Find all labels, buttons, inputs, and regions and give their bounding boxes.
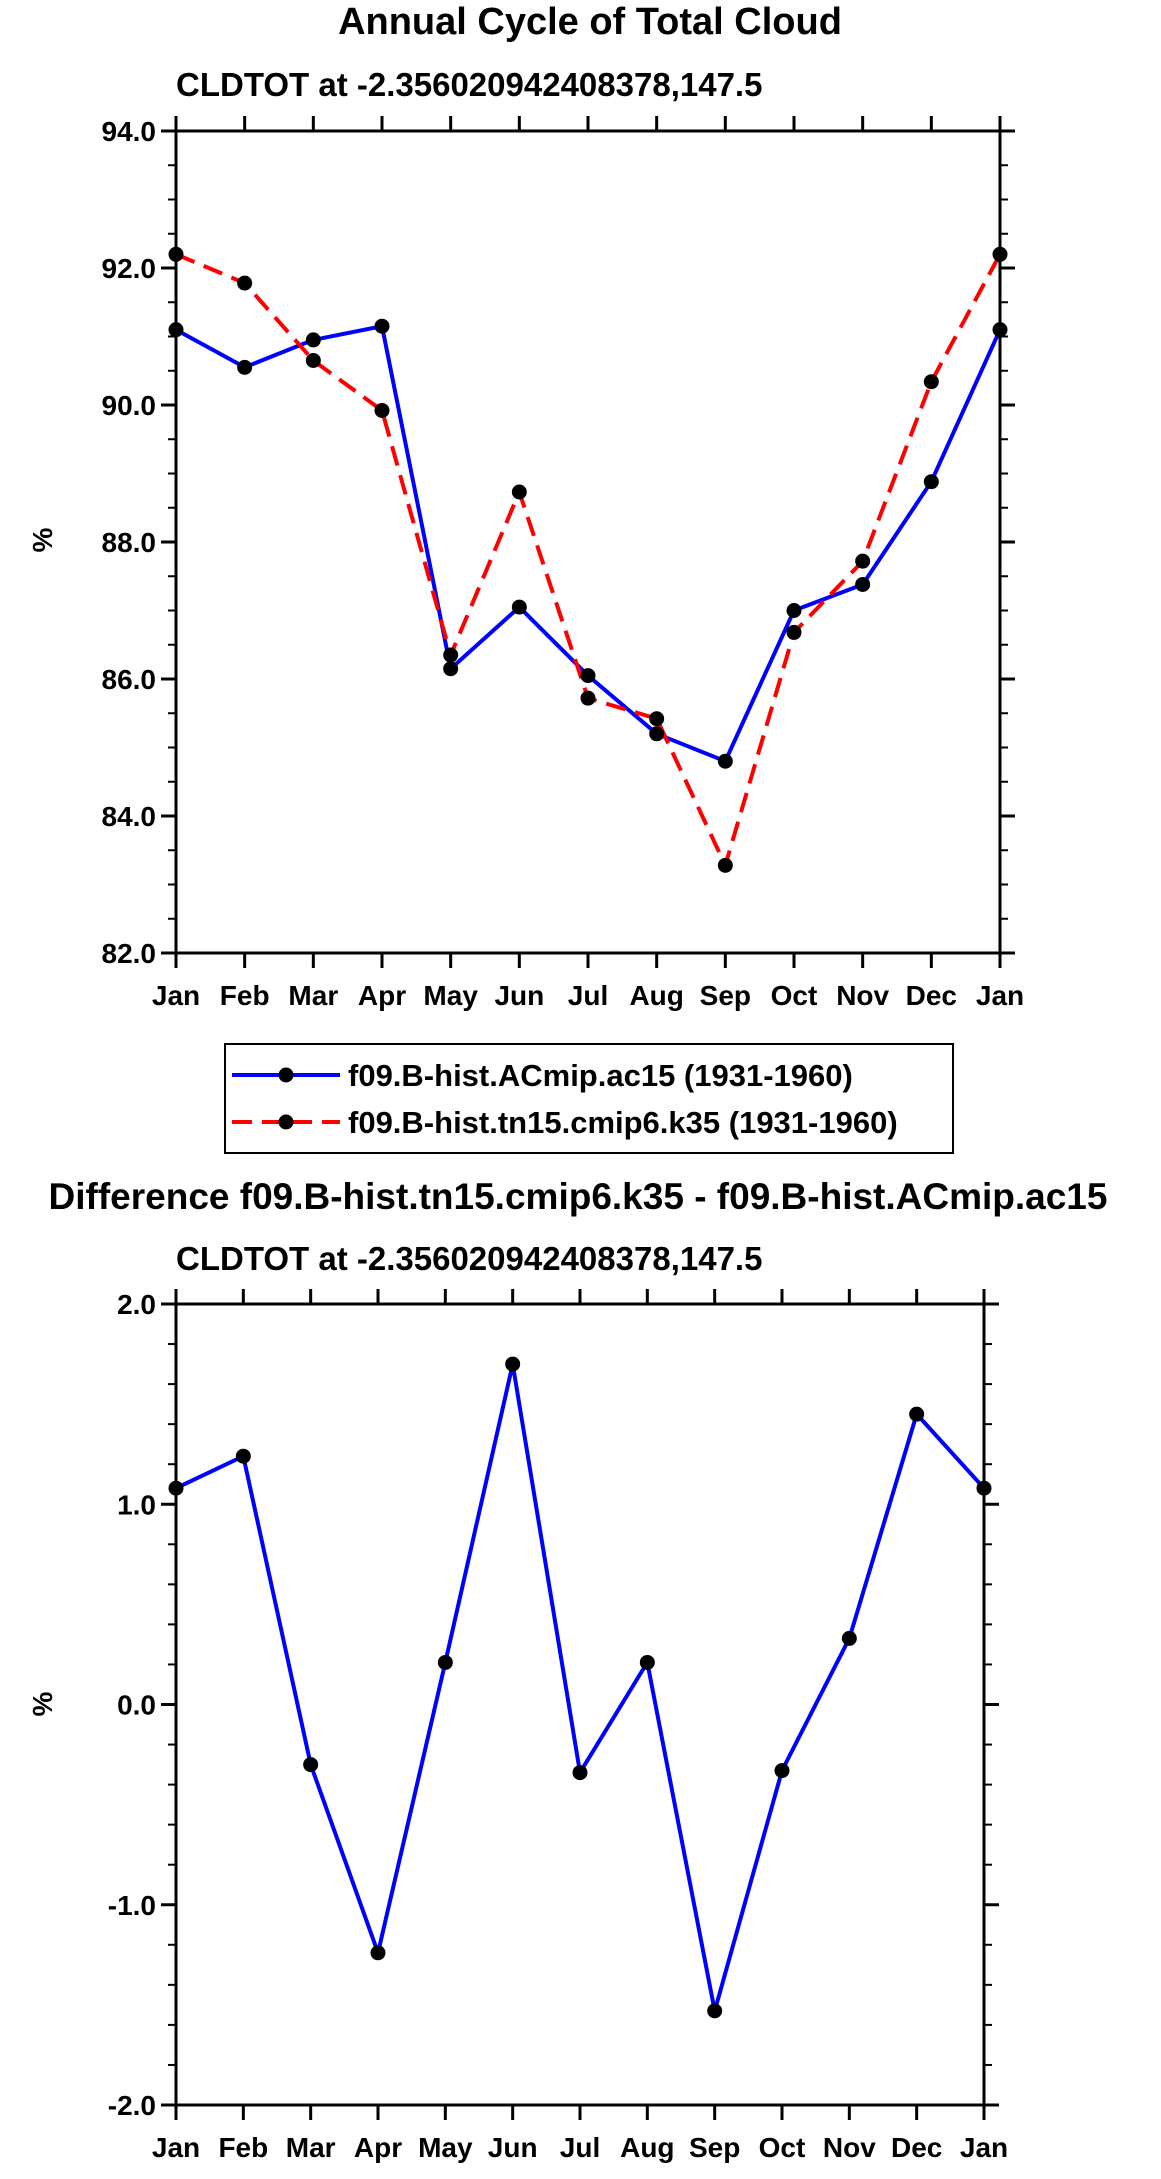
chart2-series-1-point xyxy=(774,1763,790,1779)
chart1-ytick-label: 94.0 xyxy=(102,116,157,147)
chart1-series-1-point xyxy=(923,474,939,490)
chart2-ylabel: % xyxy=(27,1691,58,1716)
chart1-series-1-point xyxy=(511,599,527,615)
chart1-series-1-point xyxy=(855,576,871,592)
chart2-series-1-point xyxy=(841,1630,857,1646)
chart1-ylabel: % xyxy=(27,527,58,552)
chart2-ytick-label: -2.0 xyxy=(108,2090,156,2121)
chart1-series-2-point xyxy=(443,647,459,663)
legend-label-series2: f09.B-hist.tn15.cmip6.k35 (1931-1960) xyxy=(348,1105,898,1140)
chart2-series-1-point xyxy=(303,1757,319,1773)
chart2-xtick-label: Oct xyxy=(759,2132,806,2163)
chart1-ytick-label: 88.0 xyxy=(102,527,157,558)
chart1-series-1-point xyxy=(649,726,665,742)
chart2-plot: -2.0 -1.0 0.0 1.0 2.0 Jan Feb Mar Apr May Jun Jul Au… xyxy=(108,1289,1008,2163)
chart1-frame xyxy=(174,129,1002,955)
chart1-series-2-point xyxy=(649,711,665,727)
chart1-series-1-point xyxy=(168,322,184,338)
chart1-series-1-point xyxy=(443,661,459,677)
chart1-xtick-label: Oct xyxy=(771,980,818,1011)
chart1-subtitle: CLDTOT at -2.356020942408378,147.5 xyxy=(176,66,762,103)
chart2-series-1-point xyxy=(572,1765,588,1781)
chart2-series-1-point xyxy=(707,2003,723,2019)
chart1-xtick-label: Jan xyxy=(976,980,1024,1011)
chart1-series-2-point xyxy=(717,857,733,873)
chart2-series-1-point xyxy=(168,1480,184,1496)
legend-marker-series1 xyxy=(278,1067,294,1083)
chart2-series-1-point xyxy=(235,1448,251,1464)
chart2-xtick-label: Sep xyxy=(689,2132,740,2163)
chart1-series-2-point xyxy=(237,275,253,291)
chart1-series-1-point xyxy=(717,753,733,769)
chart1-xtick-label: Mar xyxy=(288,980,338,1011)
chart1-xtick-label: Jun xyxy=(494,980,544,1011)
chart2-xtick-label: Mar xyxy=(286,2132,336,2163)
chart2-ytick-label: 2.0 xyxy=(117,1289,156,1320)
chart1-series-2-point xyxy=(511,484,527,500)
chart2-series-1-point xyxy=(976,1480,992,1496)
chart2-xtick-label: Feb xyxy=(218,2132,268,2163)
chart1-ytick-label: 90.0 xyxy=(102,390,157,421)
chart1-xtick-label: Jul xyxy=(568,980,608,1011)
chart1-series-1-point xyxy=(992,322,1008,338)
chart1-series-2-line xyxy=(175,252,1002,868)
chart2-xtick-label: Jan xyxy=(960,2132,1008,2163)
chart1-series-2-point xyxy=(992,246,1008,262)
chart2-ytick-label: 0.0 xyxy=(117,1690,156,1721)
chart1-series-2-point xyxy=(580,690,596,706)
chart1-xtick-label: Nov xyxy=(836,980,889,1011)
chart1-ytick-label: 84.0 xyxy=(102,801,157,832)
legend-marker-series2 xyxy=(278,1114,294,1130)
chart1-legend: f09.B-hist.ACmip.ac15 (1931-1960) f09.B-… xyxy=(224,1043,954,1154)
legend-box xyxy=(224,1043,954,1154)
chart1-title: Annual Cycle of Total Cloud xyxy=(338,1,842,43)
chart2-series-1-point xyxy=(505,1356,521,1372)
chart1-ytick-label: 92.0 xyxy=(102,253,157,284)
chart1-xtick-label: Aug xyxy=(629,980,683,1011)
chart2-ytick-label: -1.0 xyxy=(108,1890,156,1921)
chart1-plot: 82.0 84.0 86.0 88.0 90.0 92.0 94.0 Jan Feb Mar Apr… xyxy=(102,116,1024,1011)
chart2-xtick-label: Jan xyxy=(152,2132,200,2163)
chart2-title: Difference f09.B-hist.tn15.cmip6.k35 - f… xyxy=(49,1176,1108,1217)
chart1-series-1-point xyxy=(305,332,321,348)
chart2-series-1-point xyxy=(639,1654,655,1670)
chart1-xtick-label: Apr xyxy=(358,980,406,1011)
legend-label-series1: f09.B-hist.ACmip.ac15 (1931-1960) xyxy=(348,1058,853,1093)
chart2-series-1-point xyxy=(370,1945,386,1961)
chart1-xtick-label: Dec xyxy=(906,980,957,1011)
chart1-ytick-label: 82.0 xyxy=(102,938,157,969)
chart1-ytick-label: 86.0 xyxy=(102,664,157,695)
chart2-ytick-label: 1.0 xyxy=(117,1489,156,1520)
chart1-series-2-point xyxy=(923,374,939,390)
chart2-series-1-line xyxy=(175,1362,986,2013)
chart1-series-2-point xyxy=(855,553,871,569)
chart1-series-2-point xyxy=(374,402,390,418)
chart1-series-1-point xyxy=(580,668,596,684)
chart2-xtick-label: Jun xyxy=(488,2132,538,2163)
chart2-xtick-label: Jul xyxy=(560,2132,600,2163)
chart2-xtick-label: Dec xyxy=(891,2132,942,2163)
chart1-series-2-point xyxy=(305,352,321,368)
chart2-xtick-label: Apr xyxy=(354,2132,402,2163)
chart1-xtick-label: Jan xyxy=(152,980,200,1011)
chart2-series-1-point xyxy=(437,1654,453,1670)
chart1-xtick-label: Feb xyxy=(220,980,270,1011)
chart2-xtick-label: May xyxy=(418,2132,473,2163)
chart1-series-1-point xyxy=(786,603,802,618)
chart2-xtick-label: Aug xyxy=(620,2132,674,2163)
chart1-series-1-point xyxy=(374,318,390,334)
chart1-xtick-label: May xyxy=(423,980,478,1011)
chart1-series-2-point xyxy=(168,246,184,262)
chart2-xtick-label: Nov xyxy=(823,2132,876,2163)
chart1-series-1-point xyxy=(237,359,253,375)
chart1-xtick-label: Sep xyxy=(700,980,751,1011)
chart2-series-1-point xyxy=(909,1406,925,1422)
chart1-series-2-point xyxy=(786,624,802,640)
chart2-subtitle: CLDTOT at -2.356020942408378,147.5 xyxy=(176,1240,762,1277)
